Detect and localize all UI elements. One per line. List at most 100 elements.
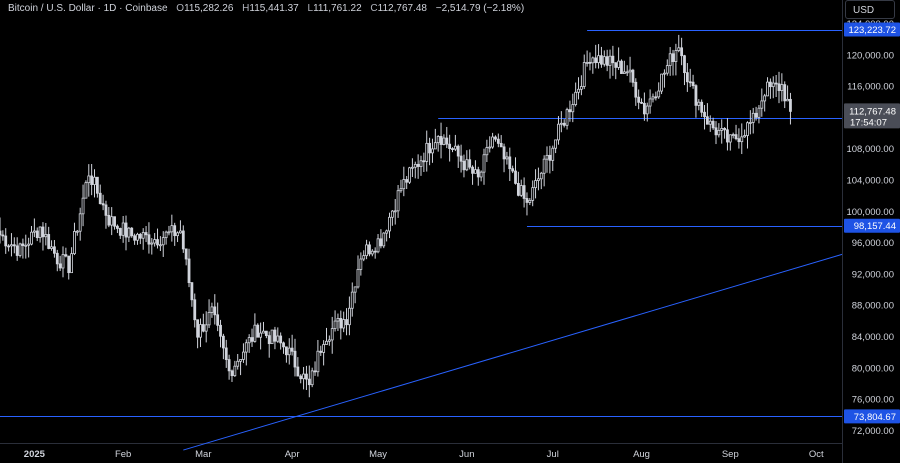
- candle-body: [307, 378, 311, 386]
- candle: [691, 74, 695, 89]
- candle-body: [648, 98, 652, 107]
- candle: [700, 99, 704, 117]
- candle: [525, 192, 529, 216]
- x-tick-label: 2025: [24, 449, 46, 460]
- close-value: 112,767.48: [377, 3, 427, 14]
- candle: [642, 92, 646, 121]
- candle-body: [717, 130, 721, 136]
- candle: [522, 177, 526, 208]
- candle: [726, 118, 729, 151]
- candle-body: [746, 122, 749, 136]
- candle-body: [456, 145, 460, 157]
- candle-body: [754, 112, 758, 118]
- candle-body: [316, 350, 320, 373]
- candle: [133, 233, 137, 245]
- candle-body: [184, 248, 188, 260]
- candle: [714, 121, 718, 145]
- candle: [711, 117, 715, 130]
- candle-body: [313, 370, 317, 373]
- candle: [370, 249, 374, 257]
- candle-body: [519, 185, 523, 196]
- candle-body: [568, 109, 572, 113]
- candle-body: [336, 318, 340, 322]
- candle: [476, 166, 480, 186]
- candle: [61, 246, 65, 278]
- candle: [496, 133, 500, 148]
- candle-body: [284, 346, 288, 356]
- candle: [41, 222, 45, 251]
- candle-body: [156, 239, 159, 246]
- candle-body: [247, 337, 251, 344]
- candle: [597, 44, 600, 69]
- candle-body: [144, 232, 148, 236]
- candle: [551, 145, 555, 171]
- candle-body: [73, 231, 76, 255]
- candle-body: [353, 286, 357, 293]
- candle-body: [267, 335, 271, 345]
- candle: [299, 374, 303, 384]
- candle: [631, 68, 635, 87]
- candle: [574, 82, 578, 107]
- candle-body: [591, 57, 595, 64]
- candle-body: [47, 234, 51, 249]
- candle: [262, 321, 265, 334]
- currency-button[interactable]: USD: [845, 0, 895, 19]
- candle-body: [30, 231, 33, 245]
- candle-body: [236, 360, 240, 367]
- candle-body: [780, 84, 784, 91]
- last-price-tag: [844, 103, 900, 129]
- candle: [388, 212, 391, 239]
- symbol-title[interactable]: Bitcoin / U.S. Dollar · 1D · Coinbase: [8, 3, 168, 14]
- candle: [187, 248, 191, 288]
- candle: [264, 330, 268, 339]
- candle-body: [345, 319, 348, 326]
- candle-body: [365, 244, 368, 257]
- candle: [141, 228, 145, 250]
- candle: [279, 332, 283, 350]
- candle-body: [164, 231, 168, 239]
- candle-body: [167, 231, 171, 234]
- candle: [305, 365, 308, 390]
- candle: [247, 334, 251, 353]
- candle: [754, 106, 758, 121]
- candle-body: [310, 370, 314, 386]
- candle-body: [153, 239, 157, 244]
- candle-body: [50, 246, 53, 249]
- candle-body: [290, 347, 294, 352]
- candle-body: [330, 328, 334, 341]
- candle-body: [116, 225, 119, 229]
- candle: [419, 155, 423, 176]
- candle: [221, 333, 225, 360]
- candle-body: [136, 233, 139, 241]
- candle-body: [359, 258, 363, 270]
- candle-body: [691, 81, 695, 87]
- candle: [58, 255, 62, 272]
- candle-body: [476, 169, 480, 178]
- candle: [413, 161, 417, 179]
- candle-body: [436, 136, 440, 144]
- candle: [485, 139, 489, 163]
- candle-body: [21, 243, 25, 246]
- candle-body: [373, 250, 377, 253]
- candle-body: [382, 232, 386, 247]
- candle: [671, 49, 675, 76]
- candle-body: [789, 98, 792, 112]
- candle: [98, 184, 102, 205]
- x-tick-label: Feb: [115, 449, 131, 460]
- candle: [451, 147, 454, 153]
- candle: [35, 227, 39, 242]
- candle: [30, 225, 33, 246]
- candle: [542, 155, 546, 187]
- y-tick-label: 88,000.00: [852, 301, 894, 312]
- candle: [330, 316, 334, 354]
- candle-body: [75, 230, 79, 233]
- x-tick-label: Aug: [633, 449, 650, 460]
- trendline[interactable]: [183, 253, 843, 451]
- candle: [637, 89, 641, 110]
- candle: [789, 92, 792, 125]
- candle-body: [233, 365, 237, 377]
- candle-body: [213, 306, 217, 316]
- candle-body: [783, 84, 787, 102]
